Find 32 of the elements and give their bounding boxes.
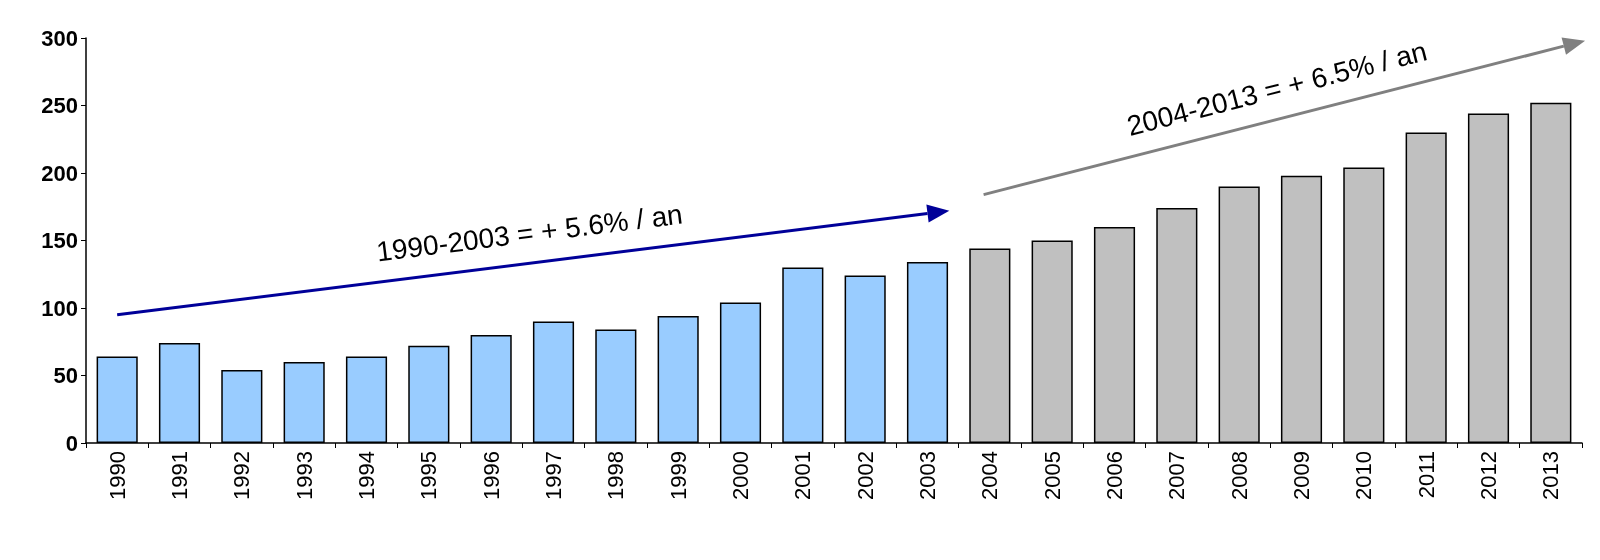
y-tick-label: 100 (41, 295, 78, 321)
x-tick-label: 2002 (852, 451, 878, 500)
x-tick-label: 1990 (104, 451, 130, 500)
y-tick-label: 0 (65, 430, 78, 456)
x-tick-label: 1992 (229, 451, 255, 500)
x-tick-label: 2003 (915, 451, 940, 500)
x-tick-label: 1993 (291, 451, 317, 500)
x-tick-label: 1991 (167, 451, 192, 500)
x-tick-label: 2009 (1289, 451, 1314, 500)
x-tick-label: 2012 (1476, 451, 1501, 500)
x-tick-label: 2004 (977, 451, 1003, 500)
x-tick-label: 1996 (478, 451, 504, 500)
x-tick-label: 1998 (603, 451, 629, 500)
x-tick-label: 2011 (1413, 451, 1439, 499)
x-tick-label: 2001 (790, 451, 816, 500)
x-tick-label: 2000 (728, 451, 753, 500)
x-tick-label: 1994 (354, 451, 379, 500)
y-tick-label: 300 (41, 25, 78, 51)
x-tick-label: 1999 (665, 451, 691, 500)
y-tick-label: 150 (41, 228, 78, 253)
y-tick-label: 50 (53, 363, 78, 388)
annotation: 1990-2003 = + 5.6% / an (374, 198, 685, 268)
x-tick-label: 2010 (1351, 451, 1377, 500)
x-tick-label: 2007 (1164, 451, 1190, 500)
x-tick-label: 2008 (1226, 451, 1252, 500)
x-tick-label: 2006 (1102, 451, 1127, 500)
x-tick-label: 1997 (541, 451, 566, 500)
y-tick-label: 200 (41, 160, 78, 186)
x-tick-label: 2005 (1039, 451, 1065, 500)
x-tick-label: 2013 (1538, 451, 1564, 500)
y-tick-label: 250 (41, 93, 78, 118)
x-tick-label: 1995 (416, 451, 442, 500)
